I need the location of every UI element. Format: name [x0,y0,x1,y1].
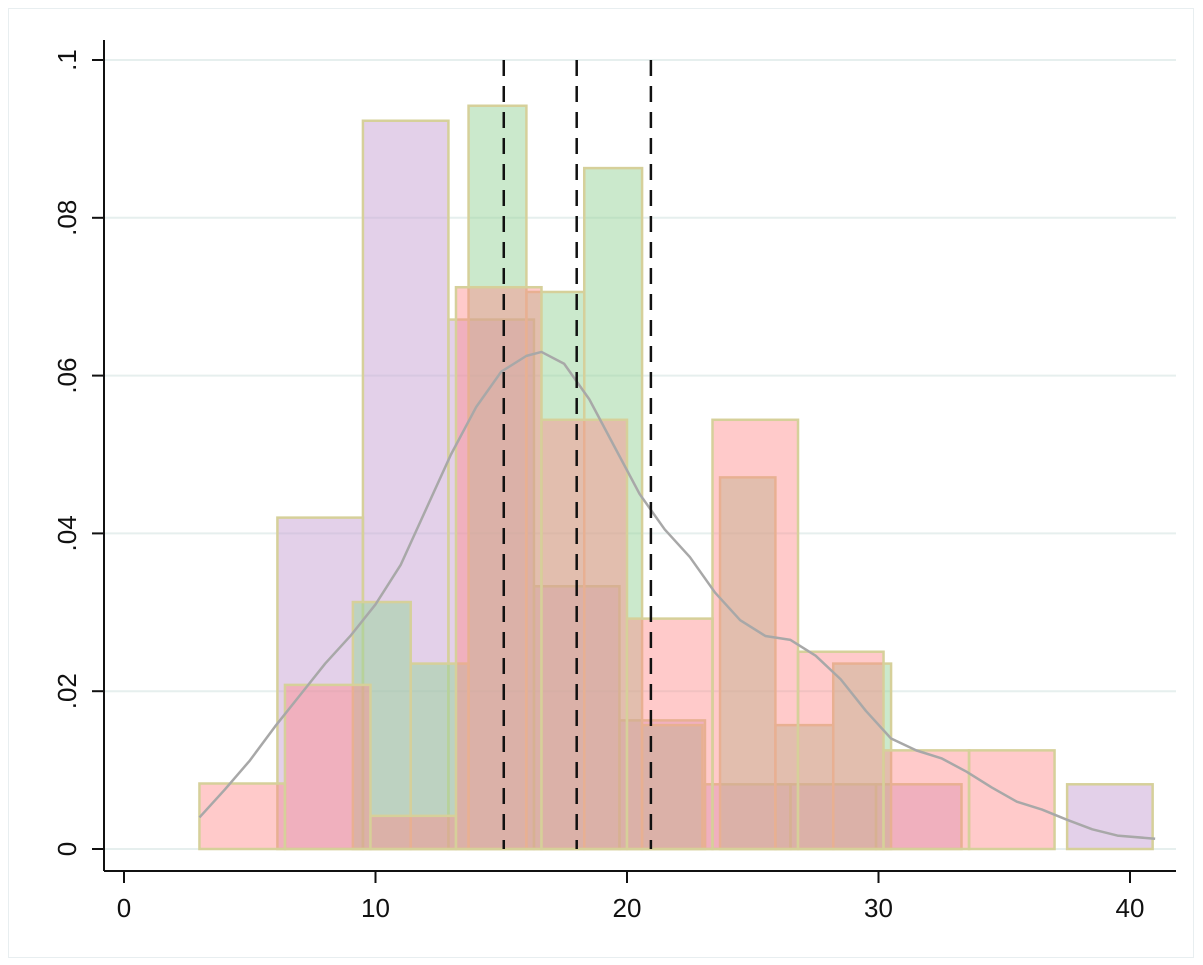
y-tick-label-2: .04 [52,515,82,551]
histogram-bar-s2-4 [540,418,629,851]
x-tick-label-4: 40 [1116,893,1145,923]
chart-frame [8,8,1194,958]
y-tick-label-4: .08 [52,200,82,236]
histogram-bar-s2-1 [283,683,372,851]
density-curve-line [198,350,1156,840]
histogram-bar-s1-2 [467,104,528,851]
histogram-bar-s1-7 [774,723,835,851]
histogram-bar-s2-7 [796,650,885,851]
x-tick-label-0: 0 [117,893,131,923]
histogram-bar-s2-6 [711,418,800,851]
histogram-bar-s1-8 [831,662,893,851]
histogram-bar-s0-0 [276,516,365,851]
histogram-bar-s2-5 [625,617,714,851]
histogram-bar-s2-3 [454,285,543,851]
histogram-bar-s1-4 [582,166,644,851]
histogram-bar-s0-8 [1065,783,1154,851]
x-tick-label-3: 30 [864,893,893,923]
histogram-bar-s1-5 [640,723,704,851]
x-tick-label-1: 10 [361,893,390,923]
histogram-bar-s1-6 [718,476,777,851]
histogram-bar-s1-3 [525,290,586,851]
y-tick-label-0: 0 [52,842,82,856]
histogram-bar-s2-0 [198,782,287,851]
y-tick-label-1: .02 [52,673,82,709]
y-tick-label-5: .1 [52,49,82,71]
histogram-bar-s2-2 [369,814,458,851]
histogram-bar-s1-0 [351,600,412,851]
y-tick-label-3: .06 [52,358,82,394]
x-tick-label-2: 20 [613,893,642,923]
